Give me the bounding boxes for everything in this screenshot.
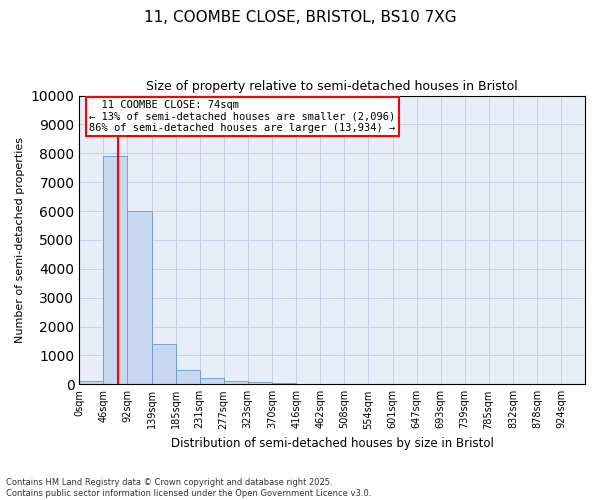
Text: 11, COOMBE CLOSE, BRISTOL, BS10 7XG: 11, COOMBE CLOSE, BRISTOL, BS10 7XG (143, 10, 457, 25)
X-axis label: Distribution of semi-detached houses by size in Bristol: Distribution of semi-detached houses by … (171, 437, 494, 450)
Bar (103, 156, 127, 384)
Bar (272, 383, 296, 384)
Text: Contains HM Land Registry data © Crown copyright and database right 2025.
Contai: Contains HM Land Registry data © Crown c… (6, 478, 371, 498)
Bar (248, 382, 272, 384)
Bar (200, 378, 224, 384)
Title: Size of property relative to semi-detached houses in Bristol: Size of property relative to semi-detach… (146, 80, 518, 93)
Bar (176, 370, 200, 384)
Y-axis label: Number of semi-detached properties: Number of semi-detached properties (15, 137, 25, 343)
Bar (224, 381, 248, 384)
Bar (127, 211, 152, 384)
Bar (152, 344, 176, 385)
Bar (79, 380, 103, 384)
Text: 11 COOMBE CLOSE: 74sqm
← 13% of semi-detached houses are smaller (2,096)
86% of : 11 COOMBE CLOSE: 74sqm ← 13% of semi-det… (89, 100, 395, 133)
